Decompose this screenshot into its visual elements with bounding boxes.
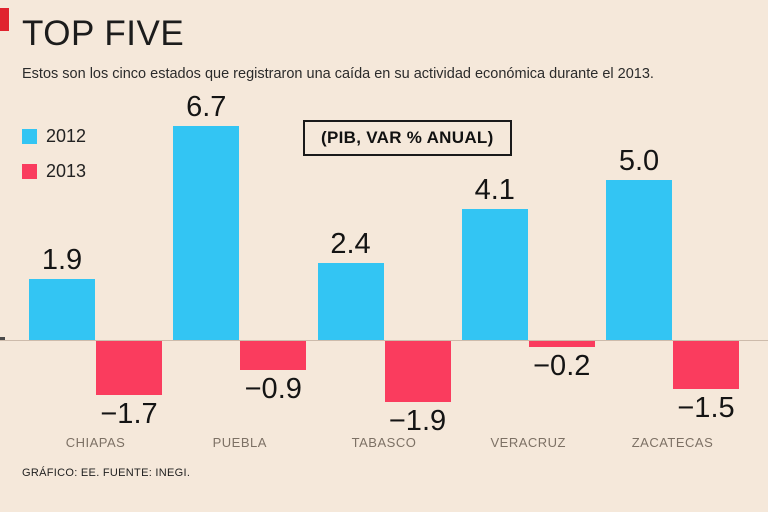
bar-group-veracruz: 4.1 −0.2 VERACRUZ	[461, 115, 595, 460]
legend-label-2013: 2013	[46, 161, 87, 181]
bar-2012-tabasco	[317, 263, 384, 340]
legend: 2012 2013	[22, 126, 86, 196]
value-label-2012-chiapas: 1.9	[41, 244, 83, 276]
value-label-2013-zacatecas: −1.5	[677, 392, 735, 424]
value-label-2012-zacatecas: 5.0	[618, 145, 660, 177]
unit-label-box: (PIB, VAR % ANUAL)	[303, 120, 512, 156]
zero-axis-line	[0, 340, 768, 341]
category-label-chiapas: CHIAPAS	[65, 435, 126, 450]
category-label-veracruz: VERACRUZ	[490, 435, 566, 450]
value-label-2012-tabasco: 2.4	[330, 228, 371, 260]
value-label-2013-tabasco: −1.9	[388, 405, 447, 437]
subtitle: Estos son los cinco estados que registra…	[22, 66, 654, 82]
legend-label-2012: 2012	[46, 126, 87, 146]
bar-2013-zacatecas	[673, 341, 739, 389]
value-label-2013-veracruz: −0.2	[533, 350, 591, 382]
legend-swatch-2012	[22, 129, 37, 144]
legend-item-2013: 2013	[22, 161, 86, 182]
bar-2013-chiapas	[96, 341, 162, 395]
bar-2012-puebla	[173, 126, 240, 340]
source-note: GRÁFICO: EE. FUENTE: INEGI.	[22, 467, 191, 479]
axis-tick-left	[0, 337, 5, 340]
category-label-zacatecas: ZACATECAS	[631, 435, 714, 450]
value-label-2013-chiapas: −1.7	[100, 398, 158, 430]
value-label-2013-puebla: −0.9	[244, 373, 302, 405]
legend-item-2012: 2012	[22, 126, 86, 147]
bar-2012-veracruz	[461, 209, 528, 340]
bar-group-zacatecas: 5.0 −1.5 ZACATECAS	[606, 115, 739, 460]
bar-2013-puebla	[240, 341, 307, 370]
value-label-2012-puebla: 6.7	[186, 91, 227, 123]
category-label-puebla: PUEBLA	[212, 435, 267, 450]
bar-group-puebla: 6.7 −0.9 PUEBLA	[173, 91, 307, 460]
bar-2012-chiapas	[29, 279, 95, 340]
page-title: TOP FIVE	[22, 14, 185, 53]
bar-chart: 1.9 −1.7 CHIAPAS 6.7 −0.9 PUEBLA 2.4 −1.9 TABASC…	[0, 91, 768, 460]
brand-accent-bar	[0, 8, 9, 31]
bar-2012-zacatecas	[606, 180, 672, 340]
category-label-tabasco: TABASCO	[351, 435, 417, 450]
value-label-2012-veracruz: 4.1	[474, 174, 515, 206]
bar-2013-tabasco	[384, 341, 451, 402]
bar-group-chiapas: 1.9 −1.7 CHIAPAS	[29, 115, 162, 460]
bar-2013-veracruz	[528, 341, 595, 347]
legend-swatch-2013	[22, 164, 37, 179]
bar-group-tabasco: 2.4 −1.9 TABASCO	[317, 115, 451, 460]
